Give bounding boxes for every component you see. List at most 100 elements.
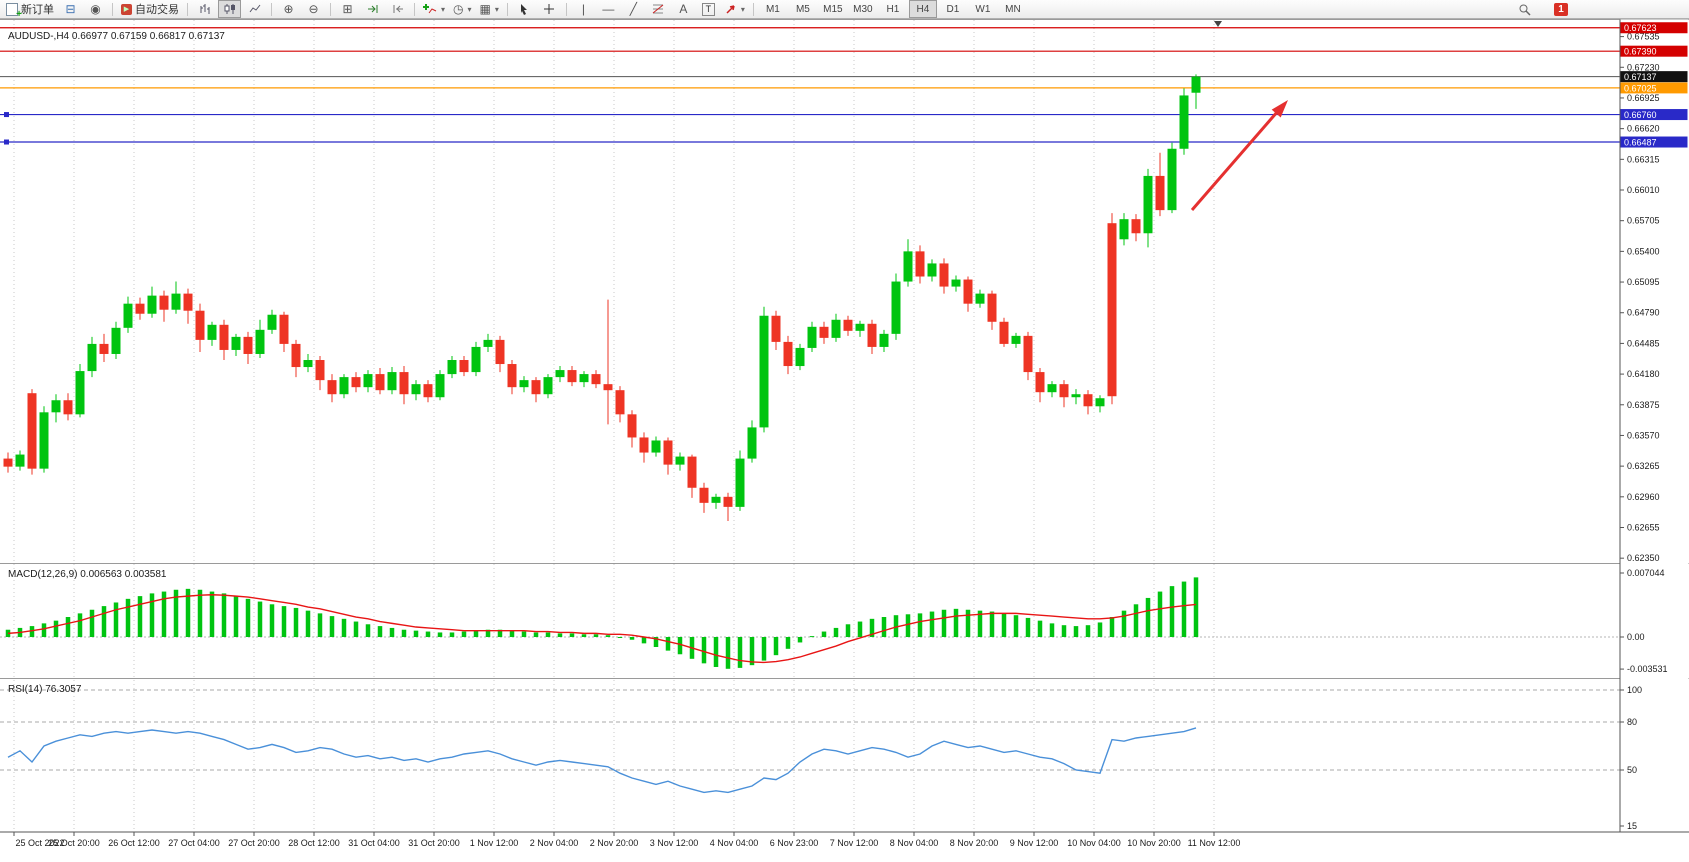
arrows-button[interactable]: ▾ [722,0,748,18]
axis-price-tag: 0.66487 [1620,136,1688,148]
axis-price-tag: 0.67137 [1620,71,1688,83]
svg-text:0.64180: 0.64180 [1627,369,1660,379]
trendline-icon: ╱ [629,2,637,16]
tf-button-MN[interactable]: MN [1005,3,1021,15]
toolbar: 新订单 ⊟ ◉ ▶ 自动交易 ⊕ ⊖ ⊞ ▾ ◷▾ ▦▾ | — ╱ A T ▾… [0,0,1689,20]
horizontal-line-button[interactable]: — [597,0,620,18]
line-chart-button[interactable] [243,0,266,18]
trend-arrow-annotation[interactable] [1190,100,1288,211]
svg-text:0.66010: 0.66010 [1627,185,1660,195]
notification-badge[interactable]: 1 [1554,2,1568,16]
svg-text:0.66620: 0.66620 [1627,124,1660,134]
tf-button-H1[interactable]: H1 [886,3,900,15]
trendline-button[interactable]: ╱ [622,0,645,18]
indicators-icon [423,4,437,14]
arrow-tool-icon [726,5,735,14]
periods-button[interactable]: ◷ ▾ [450,0,475,18]
tf-button-M15[interactable]: M15 [823,3,843,15]
zoom-out-icon: ⊖ [308,2,319,16]
auto-scroll-button[interactable] [361,0,384,18]
axis-price-tag: 0.67623 [1620,22,1688,34]
zoom-out-button[interactable]: ⊖ [302,0,325,18]
svg-text:0.67137: 0.67137 [1624,72,1657,82]
separator [330,2,331,16]
tf-button-M5[interactable]: M5 [795,3,810,15]
templates-button[interactable]: ▦ ▾ [477,0,502,18]
svg-text:0.63570: 0.63570 [1627,430,1660,440]
macd-panel [0,577,1620,669]
svg-text:28 Oct 12:00: 28 Oct 12:00 [288,838,340,848]
chevron-down-icon: ▾ [467,4,472,14]
svg-text:0.64790: 0.64790 [1627,308,1660,318]
svg-text:15: 15 [1627,821,1637,831]
svg-text:10 Nov 04:00: 10 Nov 04:00 [1067,838,1121,848]
separator [187,2,188,16]
search-button[interactable] [1513,0,1536,18]
svg-text:0.65095: 0.65095 [1627,277,1660,287]
indicators-button[interactable]: ▾ [420,0,448,18]
svg-text:0.00: 0.00 [1627,632,1645,642]
svg-text:27 Oct 20:00: 27 Oct 20:00 [228,838,280,848]
tf-button-M1[interactable]: M1 [765,3,780,15]
rsi-label: RSI(14) 76.3057 [8,684,82,695]
svg-text:0.67535: 0.67535 [1627,32,1660,42]
autotrading-icon: ▶ [121,3,132,15]
tf-button-D1[interactable]: D1 [946,3,960,15]
chevron-down-icon: ▾ [494,4,499,14]
svg-text:0.63875: 0.63875 [1627,400,1660,410]
tf-button-H4[interactable]: H4 [908,0,937,18]
rsi-panel [0,689,1620,794]
tf-button-M30[interactable]: M30 [853,3,873,15]
svg-text:0.66487: 0.66487 [1624,138,1657,148]
text-label-button[interactable]: T [697,0,720,18]
charts-window-button[interactable]: ⊟ [59,0,82,18]
tf-button-W1[interactable]: W1 [975,3,991,15]
fibonacci-button[interactable] [647,0,670,18]
svg-text:2 Nov 20:00: 2 Nov 20:00 [590,838,639,848]
svg-text:0.67025: 0.67025 [1624,83,1657,93]
text-button[interactable]: A [672,0,695,18]
autotrading-button[interactable]: ▶ 自动交易 [118,0,182,18]
svg-text:26 Oct 12:00: 26 Oct 12:00 [108,838,160,848]
separator [271,2,272,16]
separator [112,2,113,16]
svg-text:8 Nov 20:00: 8 Nov 20:00 [950,838,999,848]
horizontal-level-lines[interactable] [0,27,1620,145]
candlestick-chart-button[interactable] [218,0,241,18]
axis-price-tag: 0.66760 [1620,109,1688,121]
svg-text:80: 80 [1627,717,1637,727]
vertical-line-icon: | [581,2,585,16]
chart-window-icon: ⊟ [65,2,76,16]
svg-text:31 Oct 04:00: 31 Oct 04:00 [348,838,400,848]
svg-text:0.67390: 0.67390 [1624,47,1657,57]
price-axis[interactable]: 0.67535 0.67230 0.66925 0.66620 0.66315 0.660… [1619,19,1689,833]
svg-text:25 Oct 20:00: 25 Oct 20:00 [48,838,100,848]
svg-text:0.62350: 0.62350 [1627,553,1660,563]
clock-icon: ◷ [453,2,464,16]
tile-windows-button[interactable]: ⊞ [336,0,359,18]
svg-text:9 Nov 12:00: 9 Nov 12:00 [1010,838,1059,848]
svg-text:MACD(12,26,9) 0.006563 0.00358: MACD(12,26,9) 0.006563 0.003581 [8,569,167,580]
zoom-in-button[interactable]: ⊕ [277,0,300,18]
alerts-button[interactable]: ◉ [84,0,107,18]
chart-svg[interactable]: AUDUSD-,H4 0.66977 0.67159 0.66817 0.671… [0,19,1689,862]
sound-icon: ◉ [90,2,101,16]
chart-shift-marker [1214,21,1222,27]
new-order-button[interactable]: 新订单 [3,0,57,20]
vertical-line-button[interactable]: | [572,0,595,18]
separator [506,2,508,16]
bar-chart-button[interactable] [193,0,216,18]
svg-text:0.67623: 0.67623 [1624,23,1657,33]
axis-price-tag: 0.67025 [1620,82,1688,94]
zoom-in-icon: ⊕ [283,2,294,16]
svg-text:0.66760: 0.66760 [1624,110,1657,120]
crosshair-button[interactable] [538,0,561,18]
svg-text:0.64485: 0.64485 [1627,338,1660,348]
svg-text:100: 100 [1627,685,1642,695]
chart-shift-button[interactable] [386,0,409,18]
crosshair-icon [544,4,555,14]
cursor-button[interactable] [513,0,536,18]
svg-text:0.65400: 0.65400 [1627,246,1660,256]
svg-text:AUDUSD-,H4 0.66977 0.67159 0.6: AUDUSD-,H4 0.66977 0.67159 0.66817 0.671… [8,31,225,42]
